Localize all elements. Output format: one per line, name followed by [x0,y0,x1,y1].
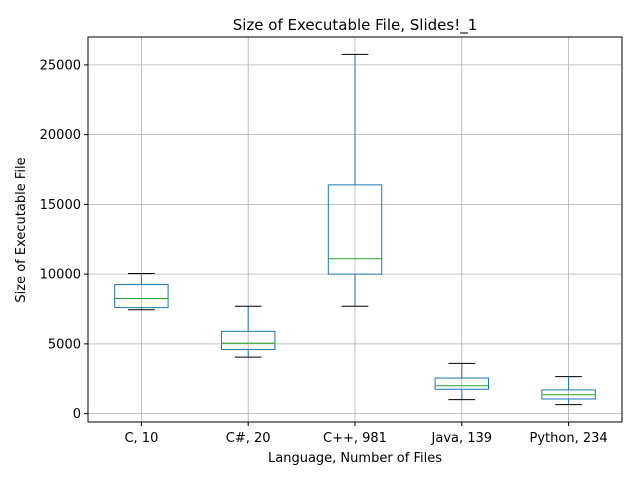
y-tick-label: 25000 [40,58,81,73]
x-axis-label: Language, Number of Files [268,451,442,466]
x-tick-label: C#, 20 [226,431,271,446]
y-tick-label: 10000 [40,268,81,283]
box-iqr [221,330,276,350]
box-group [327,53,383,307]
chart-title: Size of Executable File, Slides!_1 [233,16,478,35]
x-axis: C, 10 C#, 20 C++, 981 Java, 139 Python, 234 [124,422,608,446]
box-group [221,305,276,358]
y-tick-label: 15000 [40,198,81,213]
y-axis-label: Size of Executable File [14,157,29,302]
box-group [114,272,169,311]
y-tick-label: 0 [73,407,81,422]
box-group [434,362,490,401]
y-tick-label: 5000 [48,337,81,352]
x-tick-label: Java, 139 [431,431,493,446]
x-tick-label: C++, 981 [323,431,387,446]
boxes [114,53,596,406]
y-tick-label: 20000 [40,128,81,143]
box-iqr [114,284,169,309]
y-axis: 0 5000 10000 15000 20000 25000 [40,58,88,422]
box-iqr [327,184,383,275]
box-group [541,376,596,406]
x-tick-label: C, 10 [124,431,158,446]
x-tick-label: Python, 234 [530,431,608,446]
box-iqr [434,377,490,390]
